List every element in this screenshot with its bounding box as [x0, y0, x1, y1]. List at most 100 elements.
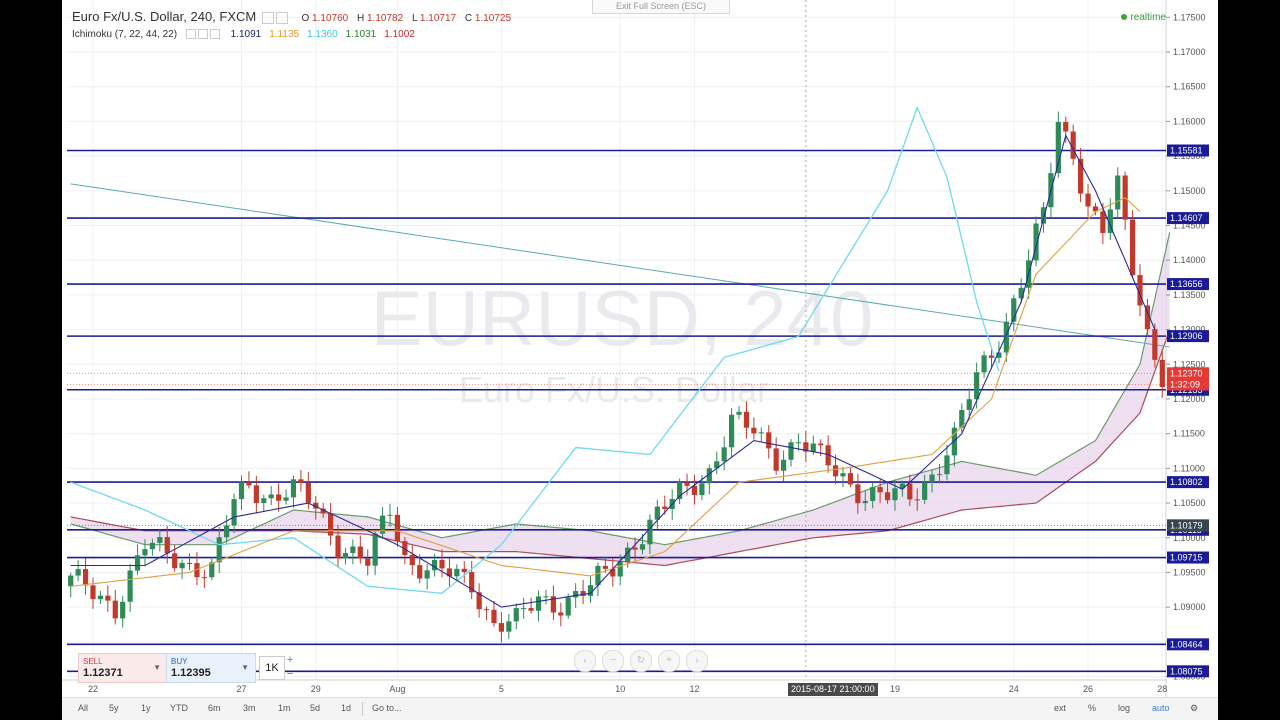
reset-icon[interactable]: ↻: [630, 650, 652, 672]
price-axis-label: 1.13500: [1173, 290, 1206, 300]
log-scale-toggle[interactable]: log: [1118, 703, 1131, 713]
candle-body: [951, 427, 957, 456]
candle-body: [350, 546, 356, 554]
minus-icon[interactable]: −: [286, 668, 294, 680]
buy-button[interactable]: BUY 1.12395 ▼: [166, 653, 256, 683]
candle: [298, 469, 304, 492]
crosshair-date-label: 2015-08-17 21:00:00: [788, 683, 878, 696]
candle: [914, 488, 920, 511]
percent-scale-toggle[interactable]: %: [1088, 703, 1097, 713]
candle: [728, 408, 735, 458]
candle-body: [1144, 305, 1151, 330]
level-label-bg: [1167, 212, 1209, 225]
indicator-visibility-icon[interactable]: [185, 29, 196, 40]
range-3m-button[interactable]: 3m: [243, 703, 256, 713]
zoom-in-icon[interactable]: +: [658, 650, 680, 672]
scroll-left-icon[interactable]: ‹: [574, 650, 596, 672]
candle-body: [253, 485, 259, 503]
quantity-field[interactable]: 1K: [259, 656, 285, 680]
chevron-down-icon[interactable]: ▼: [241, 663, 249, 672]
range-all-button[interactable]: All: [78, 703, 89, 713]
candle-body: [68, 575, 74, 587]
candle: [498, 612, 505, 643]
candle-body: [773, 448, 779, 471]
candle: [402, 536, 408, 565]
price-axis-label: 1.10500: [1173, 498, 1206, 508]
candle-body: [528, 608, 534, 611]
level-label-text: 1.12906: [1170, 331, 1203, 341]
candle: [157, 529, 163, 552]
range-5d-button[interactable]: 5d: [310, 703, 321, 713]
candle: [1152, 323, 1158, 368]
candle-body: [142, 549, 148, 556]
candle: [1078, 147, 1084, 203]
range-1y-button[interactable]: 1y: [141, 703, 151, 713]
symbol-title[interactable]: Euro Fx/U.S. Dollar, 240, FXCM: [72, 9, 257, 24]
candle: [387, 503, 393, 527]
indicator-close-icon[interactable]: [209, 29, 220, 40]
candle-body: [788, 442, 794, 460]
buy-price: 1.12395: [171, 667, 211, 679]
candle-body: [365, 558, 371, 566]
price-axis-label: 1.16000: [1173, 116, 1206, 126]
level-label-text: 1.08075: [1170, 666, 1203, 676]
candle: [194, 552, 200, 586]
candle: [357, 535, 363, 564]
level-label-text: 1.15581: [1170, 146, 1203, 156]
candle-body: [684, 482, 690, 486]
candle: [379, 506, 386, 539]
indicator-settings-icon[interactable]: [197, 29, 208, 40]
goto-date-button[interactable]: Go to...: [372, 703, 402, 713]
candle-body: [194, 563, 200, 578]
exit-fullscreen-button[interactable]: Exit Full Screen (ESC): [592, 0, 730, 14]
candle-body: [587, 585, 594, 596]
candle: [595, 562, 601, 597]
candle: [1063, 116, 1069, 143]
auto-scale-toggle[interactable]: auto: [1152, 703, 1170, 713]
candle: [97, 591, 104, 605]
candle-body: [134, 555, 141, 571]
candle: [1144, 298, 1151, 337]
range-1d-button[interactable]: 1d: [341, 703, 352, 713]
range-ytd-button[interactable]: YTD: [170, 703, 188, 713]
candle: [335, 525, 341, 568]
candle-body: [461, 568, 467, 573]
candle: [506, 613, 512, 639]
candle-body: [491, 609, 497, 624]
extended-hours-toggle[interactable]: ext: [1054, 703, 1067, 713]
indicator-values: 1.1091 1.1135 1.1360 1.1031 1.1002: [223, 29, 415, 40]
price-axis-label: 1.14000: [1173, 255, 1206, 265]
legend-close-icon[interactable]: [275, 11, 288, 24]
candle-body: [283, 497, 289, 501]
plus-icon[interactable]: +: [286, 654, 294, 666]
candle: [550, 585, 556, 620]
range-5y-button[interactable]: 5y: [109, 703, 119, 713]
candle-body: [439, 559, 445, 569]
price-chart[interactable]: EURUSD, 240Euro Fx/U.S. Dollar1.175001.1…: [62, 0, 1218, 697]
legend-settings-icon[interactable]: [261, 11, 274, 24]
candle: [580, 579, 586, 605]
level-price-label: 1.10802: [1167, 476, 1209, 489]
indicator-name[interactable]: Ichimoku (7, 22, 44, 22): [72, 29, 178, 40]
candle-body: [112, 600, 118, 619]
candle-body: [699, 483, 705, 496]
candle: [966, 388, 972, 420]
level-label-text: 1.14607: [1170, 213, 1203, 223]
range-1m-button[interactable]: 1m: [278, 703, 291, 713]
chevron-down-icon[interactable]: ▼: [153, 663, 161, 672]
price-marker-bg: [1167, 378, 1209, 391]
candle: [543, 589, 549, 605]
candle-body: [714, 461, 720, 469]
candle-body: [899, 483, 905, 489]
sell-button[interactable]: SELL 1.12371 ▼: [78, 653, 168, 683]
candle: [684, 473, 690, 496]
gear-icon[interactable]: ⚙: [1190, 703, 1199, 713]
candle-body: [1107, 209, 1113, 233]
candle-body: [1078, 158, 1084, 194]
scroll-right-icon[interactable]: ›: [686, 650, 708, 672]
zoom-out-icon[interactable]: −: [602, 650, 624, 672]
candle-body: [498, 623, 505, 632]
range-6m-button[interactable]: 6m: [208, 703, 221, 713]
candle-body: [862, 500, 868, 504]
level-label-bg: [1167, 144, 1209, 157]
